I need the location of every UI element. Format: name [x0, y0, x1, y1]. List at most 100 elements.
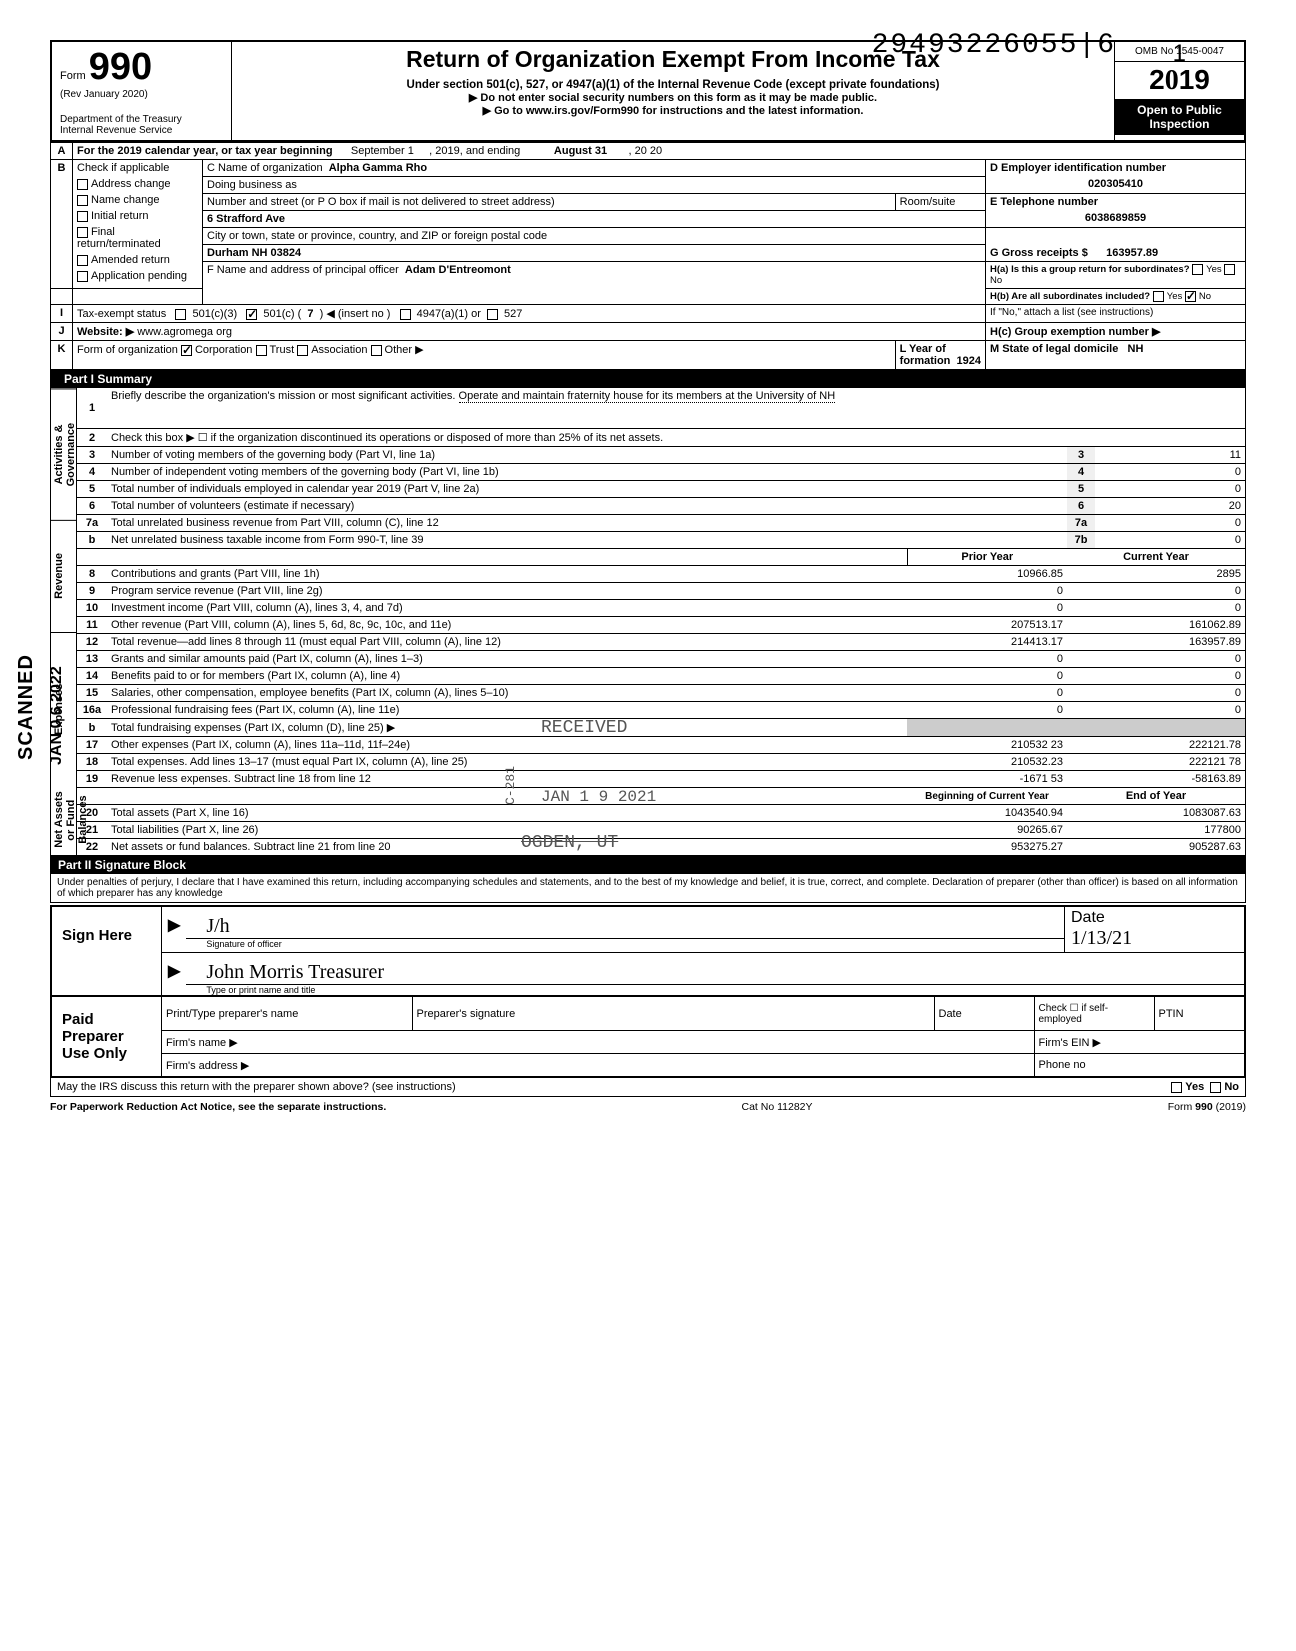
paid-preparer-label: Paid Preparer Use Only — [52, 997, 162, 1076]
form-number: 990 — [89, 46, 152, 88]
t3: Number of voting members of the governin… — [107, 447, 1067, 464]
opt-other: Other ▶ — [385, 344, 424, 356]
v6: 20 — [1095, 498, 1245, 515]
Hb-label: H(b) Are all subordinates included? — [990, 291, 1150, 302]
cur11: 161062.89 — [1067, 617, 1245, 634]
page-footer: For Paperwork Reduction Act Notice, see … — [50, 1101, 1246, 1113]
chk-Ha-no[interactable] — [1224, 264, 1235, 275]
t7b: Net unrelated business taxable income fr… — [107, 532, 1067, 549]
footer-cat: Cat No 11282Y — [742, 1101, 813, 1113]
boxC-label: C Name of organization — [207, 162, 323, 174]
lbl-final-return: Final return/terminated — [77, 226, 161, 250]
form-rev: (Rev January 2020) — [60, 89, 223, 100]
form-subtitle: Under section 501(c), 527, or 4947(a)(1)… — [238, 79, 1108, 91]
t17: Other expenses (Part IX, column (A), lin… — [107, 737, 907, 754]
sig-officer-label: Signature of officer — [186, 939, 1064, 949]
p12: 214413.17 — [907, 634, 1067, 651]
p21: 90265.67 — [907, 822, 1067, 839]
cur8: 2895 — [1067, 566, 1245, 583]
street-address: 6 Strafford Ave — [207, 213, 285, 225]
t20: Total assets (Part X, line 16) — [107, 805, 907, 822]
lineA-end2: , 20 20 — [629, 145, 663, 157]
state-domicile: NH — [1128, 343, 1144, 355]
lbl-app-pending: Application pending — [91, 270, 187, 282]
lineL-label: L Year of formation — [900, 343, 951, 367]
open-to-public: Open to Public Inspection — [1115, 99, 1244, 135]
v3: 11 — [1095, 447, 1245, 464]
scanned-stamp: SCANNED — [15, 654, 38, 760]
chk-other[interactable] — [371, 345, 382, 356]
cur19: -58163.89 — [1067, 771, 1245, 788]
ein: 020305410 — [990, 178, 1241, 190]
sect-revenue: Revenue — [51, 520, 76, 632]
city-state-zip: Durham NH 03824 — [207, 247, 301, 259]
line1-text: Briefly describe the organization's miss… — [111, 390, 455, 402]
preparer-date-label: Date — [934, 997, 1034, 1031]
chk-final-return[interactable] — [77, 227, 88, 238]
chk-trust[interactable] — [256, 345, 267, 356]
chk-501c3[interactable] — [175, 309, 186, 320]
cur10: 0 — [1067, 600, 1245, 617]
chk-Hb-no[interactable] — [1185, 291, 1196, 302]
signature-block: Sign Here ▶ J/h Signature of officer Dat… — [50, 905, 1246, 1078]
firm-ein-label: Firm's EIN ▶ — [1034, 1031, 1244, 1054]
c3: 3 — [1067, 447, 1095, 464]
t22: Net assets or fund balances. Subtract li… — [107, 839, 907, 856]
lineM-label: M State of legal domicile — [990, 343, 1118, 355]
received-stamp: RECEIVED — [541, 718, 627, 738]
p17: 210532 23 — [907, 737, 1067, 754]
sect-assets: Net Assets or Fund Balances — [51, 785, 76, 855]
chk-Ha-yes[interactable] — [1192, 264, 1203, 275]
ssn-warning: ▶ Do not enter social security numbers o… — [238, 91, 1108, 104]
cur17: 222121.78 — [1067, 737, 1245, 754]
lineA-text: For the 2019 calendar year, or tax year … — [77, 145, 333, 157]
checkB-label: Check if applicable — [77, 162, 198, 174]
t11: Other revenue (Part VIII, column (A), li… — [107, 617, 907, 634]
n15: 15 — [86, 687, 98, 699]
chk-4947[interactable] — [400, 309, 411, 320]
cur15: 0 — [1067, 685, 1245, 702]
sect-governance: Activities & Governance — [51, 388, 76, 520]
form-label: Form — [60, 70, 86, 82]
n9: 9 — [89, 585, 95, 597]
t16b: Total fundraising expenses (Part IX, col… — [107, 719, 907, 737]
t15: Salaries, other compensation, employee b… — [107, 685, 907, 702]
boxD-label: D Employer identification number — [990, 162, 1166, 174]
chk-address-change[interactable] — [77, 179, 88, 190]
chk-corporation[interactable] — [181, 345, 192, 356]
lbl-address-change: Address change — [91, 178, 171, 190]
goto-url: ▶ Go to www.irs.gov/Form990 for instruct… — [238, 104, 1108, 117]
cur9: 0 — [1067, 583, 1245, 600]
officer-name: Adam D'Entreomont — [405, 264, 511, 276]
discuss-label: May the IRS discuss this return with the… — [57, 1081, 456, 1093]
irs: Internal Revenue Service — [60, 125, 223, 136]
t14: Benefits paid to or for members (Part IX… — [107, 668, 907, 685]
v7b: 0 — [1095, 532, 1245, 549]
chk-Hb-yes[interactable] — [1153, 291, 1164, 302]
n18: 18 — [86, 756, 98, 768]
chk-association[interactable] — [297, 345, 308, 356]
p22: 953275.27 — [907, 839, 1067, 856]
gross-receipts: 163957.89 — [1106, 247, 1158, 259]
p18: 210532.23 — [907, 754, 1067, 771]
opt-corporation: Corporation — [195, 344, 252, 356]
phone-label: Phone no — [1034, 1054, 1244, 1076]
chk-app-pending[interactable] — [77, 271, 88, 282]
t8: Contributions and grants (Part VIII, lin… — [107, 566, 907, 583]
chk-discuss-no[interactable] — [1210, 1082, 1221, 1093]
chk-discuss-yes[interactable] — [1171, 1082, 1182, 1093]
footer-right: Form 990 (2019) — [1168, 1101, 1246, 1113]
t21: Total liabilities (Part X, line 26) — [107, 822, 907, 839]
p8: 10966.85 — [907, 566, 1067, 583]
chk-amended[interactable] — [77, 255, 88, 266]
chk-initial-return[interactable] — [77, 211, 88, 222]
Hb-note: If "No," attach a list (see instructions… — [986, 305, 1246, 323]
p9: 0 — [907, 583, 1067, 600]
chk-501c[interactable] — [246, 309, 257, 320]
c7a: 7a — [1067, 515, 1095, 532]
chk-527[interactable] — [487, 309, 498, 320]
chk-name-change[interactable] — [77, 195, 88, 206]
t5: Total number of individuals employed in … — [107, 481, 1067, 498]
year-formation: 1924 — [957, 355, 981, 367]
sect-expenses: Expenses — [51, 632, 76, 785]
